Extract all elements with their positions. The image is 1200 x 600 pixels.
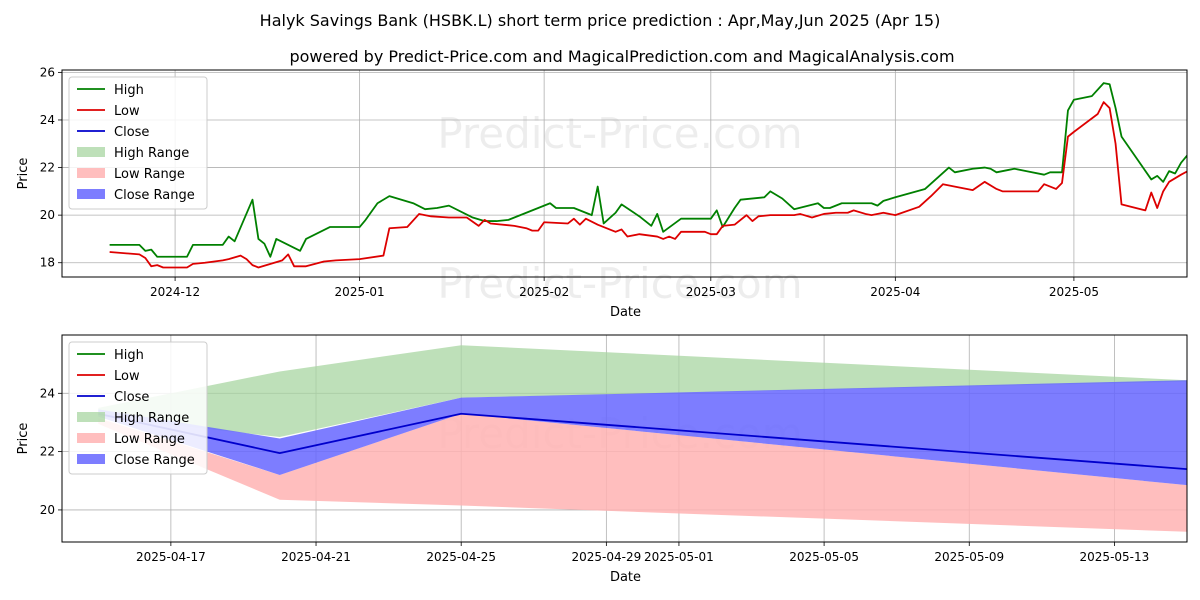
x-tick-label: 2025-05 — [1049, 285, 1099, 299]
chart-title: Halyk Savings Bank (HSBK.L) short term p… — [260, 11, 941, 30]
x-tick-label: 2025-02 — [519, 285, 569, 299]
legend-label: Low — [114, 104, 140, 119]
legend-swatch-close-range — [77, 189, 105, 199]
x-axis-label: Date — [610, 570, 641, 585]
chart-panel-2: Predict-Price.com2025-04-172025-04-21202… — [16, 334, 1188, 585]
x-tick-label: 2025-05-05 — [789, 550, 859, 564]
y-tick-label: 18 — [40, 256, 55, 270]
x-tick-label: 2025-03 — [686, 285, 736, 299]
watermark: Predict-Price.com — [437, 259, 802, 308]
chart-subtitle: powered by Predict-Price.com and Magical… — [289, 47, 954, 66]
plot-frame — [61, 69, 1188, 278]
legend: High Low Close High Range Low Range Close Ran… — [68, 341, 208, 475]
y-tick-label: 26 — [40, 65, 55, 79]
legend-label: Close Range — [114, 453, 195, 468]
legend-label: High Range — [114, 146, 189, 161]
chart-panel-1: Predict-Price.com Predict-Price.com 2024-1… — [16, 65, 1188, 320]
x-tick-label: 2025-04 — [870, 285, 920, 299]
y-tick-label: 20 — [40, 208, 55, 222]
legend-label: High — [114, 83, 144, 98]
close-range-band — [98, 380, 1187, 486]
plot-area — [109, 82, 1187, 269]
low-range-band — [98, 413, 1187, 532]
x-axis-label: Date — [610, 305, 641, 320]
legend-label: Low Range — [114, 432, 185, 447]
y-axis-label: Price — [16, 423, 31, 455]
x-tick-label: 2025-04-25 — [426, 550, 496, 564]
high-line — [109, 82, 1187, 258]
legend-label: High — [114, 348, 144, 363]
low-line — [109, 101, 1187, 269]
x-tick-label: 2025-05-13 — [1080, 550, 1150, 564]
x-tick-label: 2024-12 — [150, 285, 200, 299]
x-tick-label: 2025-04-21 — [281, 550, 351, 564]
legend-swatch-low-range — [77, 168, 105, 178]
legend-label: High Range — [114, 411, 189, 426]
legend-label: Low — [114, 369, 140, 384]
legend-swatch-low-range — [77, 433, 105, 443]
x-tick-label: 2025-05-09 — [934, 550, 1004, 564]
legend-swatch-high-range — [77, 147, 105, 157]
x-tick-label: 2025-04-17 — [136, 550, 206, 564]
y-tick-label: 24 — [40, 386, 55, 400]
y-tick-label: 20 — [40, 503, 55, 517]
y-axis-label: Price — [16, 158, 31, 190]
legend-label: Low Range — [114, 167, 185, 182]
high-range-band — [98, 345, 1187, 438]
y-tick-label: 22 — [40, 445, 55, 459]
legend-label: Close — [114, 125, 149, 140]
x-tick-label: 2025-05-01 — [644, 550, 714, 564]
x-tick-label: 2025-01 — [335, 285, 385, 299]
legend-swatch-close-range — [77, 454, 105, 464]
legend-label: Close Range — [114, 188, 195, 203]
plot-frame — [61, 334, 1188, 543]
legend-swatch-high-range — [77, 412, 105, 422]
legend-label: Close — [114, 390, 149, 405]
plot-area — [98, 345, 1187, 532]
x-tick-label: 2025-04-29 — [571, 550, 641, 564]
y-tick-label: 24 — [40, 113, 55, 127]
legend: High Low Close High Range Low Range Close Ran… — [68, 76, 208, 210]
y-tick-label: 22 — [40, 161, 55, 175]
watermark: Predict-Price.com — [437, 109, 802, 158]
